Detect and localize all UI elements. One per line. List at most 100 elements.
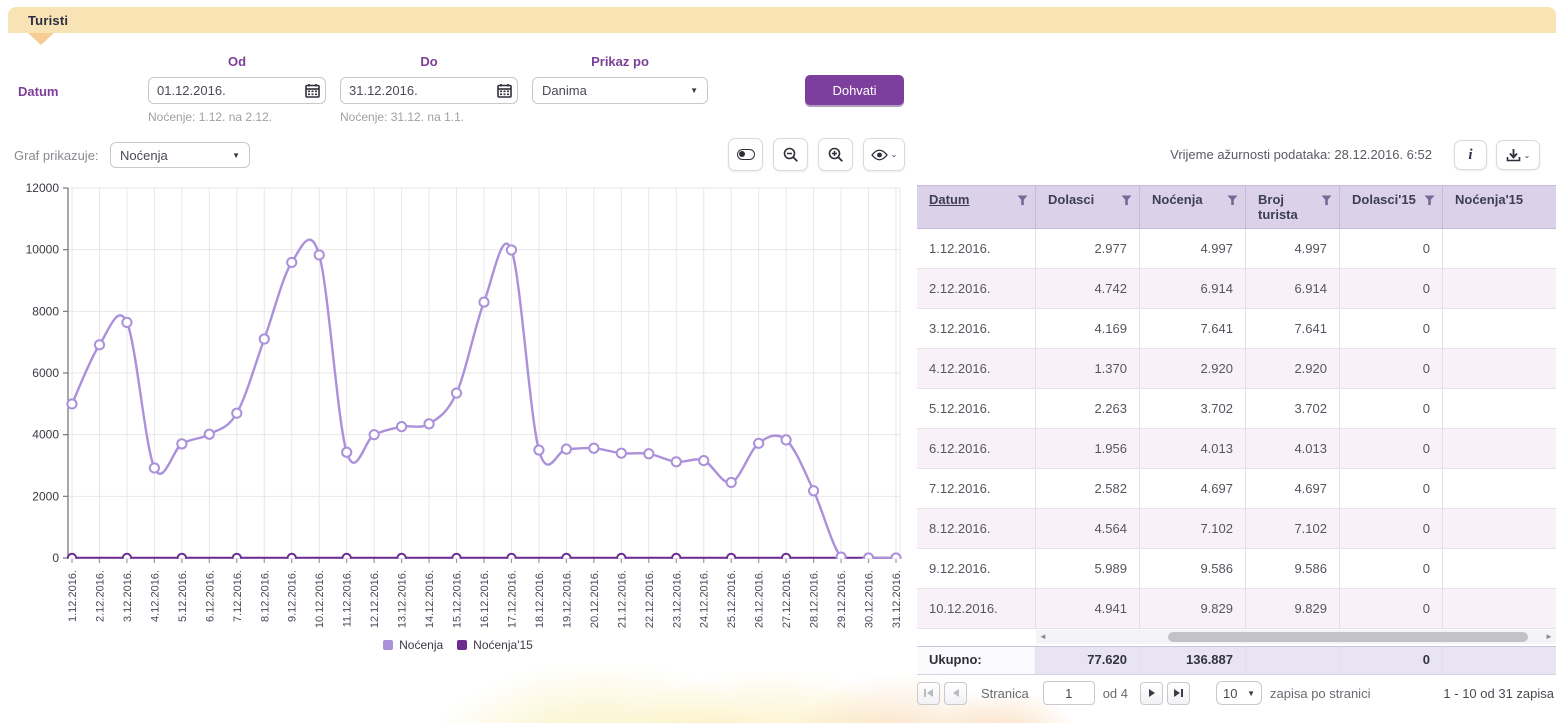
series-visibility-button[interactable]: ⌄ [863, 138, 905, 171]
table-cell: 4.997 [1140, 229, 1246, 269]
table-row[interactable]: 9.12.2016.5.9899.5869.5860 [917, 549, 1556, 589]
table-cell [1443, 549, 1556, 589]
svg-text:24.12.2016.: 24.12.2016. [699, 570, 711, 628]
filter-icon[interactable] [1017, 195, 1028, 206]
module-title[interactable]: Turisti [8, 13, 68, 28]
svg-text:28.12.2016.: 28.12.2016. [809, 570, 821, 628]
legend-label: Noćenja'15 [473, 638, 533, 652]
page-size-select[interactable]: 10 ▼ [1216, 681, 1262, 705]
date-from-input[interactable] [149, 83, 299, 98]
pagination-bar: Stranica od 4 10 ▼ zapisa po stranici 1 … [917, 679, 1556, 707]
filter-icon[interactable] [1424, 195, 1435, 206]
first-page-icon [924, 689, 926, 697]
svg-text:20.12.2016.: 20.12.2016. [589, 570, 601, 628]
table-row[interactable]: 3.12.2016.4.1697.6417.6410 [917, 309, 1556, 349]
svg-text:19.12.2016.: 19.12.2016. [561, 570, 573, 628]
table-cell: 0 [1340, 389, 1443, 429]
table-cell: 2.920 [1140, 349, 1246, 389]
filter-icon[interactable] [1321, 195, 1332, 206]
zoom-out-button[interactable] [773, 138, 808, 171]
scroll-left-icon[interactable]: ◄ [1036, 632, 1050, 641]
table-cell: 1.12.2016. [917, 229, 1036, 269]
do-hint: Noćenje: 31.12. na 1.1. [340, 110, 464, 124]
data-freshness-label: Vrijeme ažurnosti podataka: 28.12.2016. … [1170, 147, 1432, 162]
table-cell [1443, 349, 1556, 389]
table-cell: 8.12.2016. [917, 509, 1036, 549]
download-icon [1506, 148, 1521, 162]
svg-text:30.12.2016.: 30.12.2016. [864, 570, 876, 628]
info-icon: i [1468, 147, 1472, 164]
chevron-down-icon: ▼ [1247, 689, 1255, 698]
calendar-icon[interactable] [299, 78, 325, 103]
chart-legend: Noćenja Noćenja'15 [8, 638, 908, 652]
svg-text:1.12.2016.: 1.12.2016. [67, 570, 79, 622]
first-page-button[interactable] [917, 682, 940, 705]
table-row[interactable]: 6.12.2016.1.9564.0134.0130 [917, 429, 1556, 469]
date-to-input[interactable] [341, 83, 491, 98]
do-label: Do [340, 54, 518, 69]
column-header-datum[interactable]: Datum [917, 186, 1036, 228]
dohvati-button[interactable]: Dohvati [805, 75, 904, 105]
horizontal-scrollbar[interactable]: ◄ ► [917, 629, 1556, 646]
table-cell: 4.12.2016. [917, 349, 1036, 389]
table-row[interactable]: 8.12.2016.4.5647.1027.1020 [917, 509, 1556, 549]
filter-icon[interactable] [1227, 195, 1238, 206]
svg-text:3.12.2016.: 3.12.2016. [122, 570, 134, 622]
table-cell [1443, 229, 1556, 269]
table-cell: 4.697 [1140, 469, 1246, 509]
info-button[interactable]: i [1454, 140, 1487, 170]
svg-text:14.12.2016.: 14.12.2016. [424, 570, 436, 628]
legend-swatch-icon [383, 640, 393, 650]
chart-toggle-button[interactable] [728, 138, 763, 171]
svg-text:26.12.2016.: 26.12.2016. [754, 570, 766, 628]
scrollbar-thumb[interactable] [1168, 632, 1528, 642]
svg-text:6000: 6000 [32, 366, 59, 380]
zoom-out-icon [783, 147, 799, 163]
graf-prikazuje-label: Graf prikazuje: [14, 148, 99, 163]
column-header-nocenja15[interactable]: Noćenja'15 [1443, 186, 1556, 228]
table-cell: 5.989 [1036, 549, 1140, 589]
table-row[interactable]: 1.12.2016.2.9774.9974.9970 [917, 229, 1556, 269]
column-header-nocenja[interactable]: Noćenja [1140, 186, 1246, 228]
table-row[interactable]: 10.12.2016.4.9419.8299.8290 [917, 589, 1556, 629]
filter-icon[interactable] [1121, 195, 1132, 206]
graf-prikazuje-select[interactable]: Noćenja ▼ [110, 142, 250, 168]
page-number-input[interactable] [1043, 681, 1095, 705]
table-cell: 0 [1340, 589, 1443, 629]
svg-text:17.12.2016.: 17.12.2016. [506, 570, 518, 628]
column-header-dolasci15[interactable]: Dolasci'15 [1340, 186, 1443, 228]
column-header-dolasci[interactable]: Dolasci [1036, 186, 1140, 228]
last-page-icon [1174, 689, 1180, 697]
legend-item[interactable]: Noćenja'15 [457, 638, 533, 652]
svg-text:2.12.2016.: 2.12.2016. [94, 570, 106, 622]
zoom-in-button[interactable] [818, 138, 853, 171]
table-cell: 7.641 [1140, 309, 1246, 349]
table-cell [1443, 469, 1556, 509]
scroll-right-icon[interactable]: ► [1542, 632, 1556, 641]
scrollbar-track[interactable]: ◄ ► [1036, 630, 1556, 644]
table-row[interactable]: 4.12.2016.1.3702.9202.9200 [917, 349, 1556, 389]
calendar-icon[interactable] [491, 78, 517, 103]
table-cell: 6.914 [1140, 269, 1246, 309]
table-cell: 2.920 [1246, 349, 1340, 389]
svg-text:18.12.2016.: 18.12.2016. [534, 570, 546, 628]
table-cell: 9.829 [1140, 589, 1246, 629]
prev-page-button[interactable] [944, 682, 967, 705]
table-cell: 0 [1340, 229, 1443, 269]
last-page-button[interactable] [1167, 682, 1190, 705]
svg-text:9.12.2016.: 9.12.2016. [287, 570, 299, 622]
page-size-value: 10 [1223, 686, 1237, 701]
totals-dolasci: 77.620 [1036, 647, 1140, 674]
next-page-button[interactable] [1140, 682, 1163, 705]
table-row[interactable]: 5.12.2016.2.2633.7023.7020 [917, 389, 1556, 429]
od-hint: Noćenje: 1.12. na 2.12. [148, 110, 272, 124]
table-row[interactable]: 2.12.2016.4.7426.9146.9140 [917, 269, 1556, 309]
table-cell: 3.702 [1246, 389, 1340, 429]
prikaz-po-select[interactable]: Danima ▼ [532, 77, 708, 104]
export-button[interactable]: ⌄ [1496, 140, 1540, 170]
column-header-broj-turista[interactable]: Broj turista [1246, 186, 1340, 228]
table-cell: 3.12.2016. [917, 309, 1036, 349]
table-row[interactable]: 7.12.2016.2.5824.6974.6970 [917, 469, 1556, 509]
chart-canvas[interactable]: 0200040006000800010000120001.12.2016.2.1… [8, 180, 908, 667]
legend-item[interactable]: Noćenja [383, 638, 443, 652]
